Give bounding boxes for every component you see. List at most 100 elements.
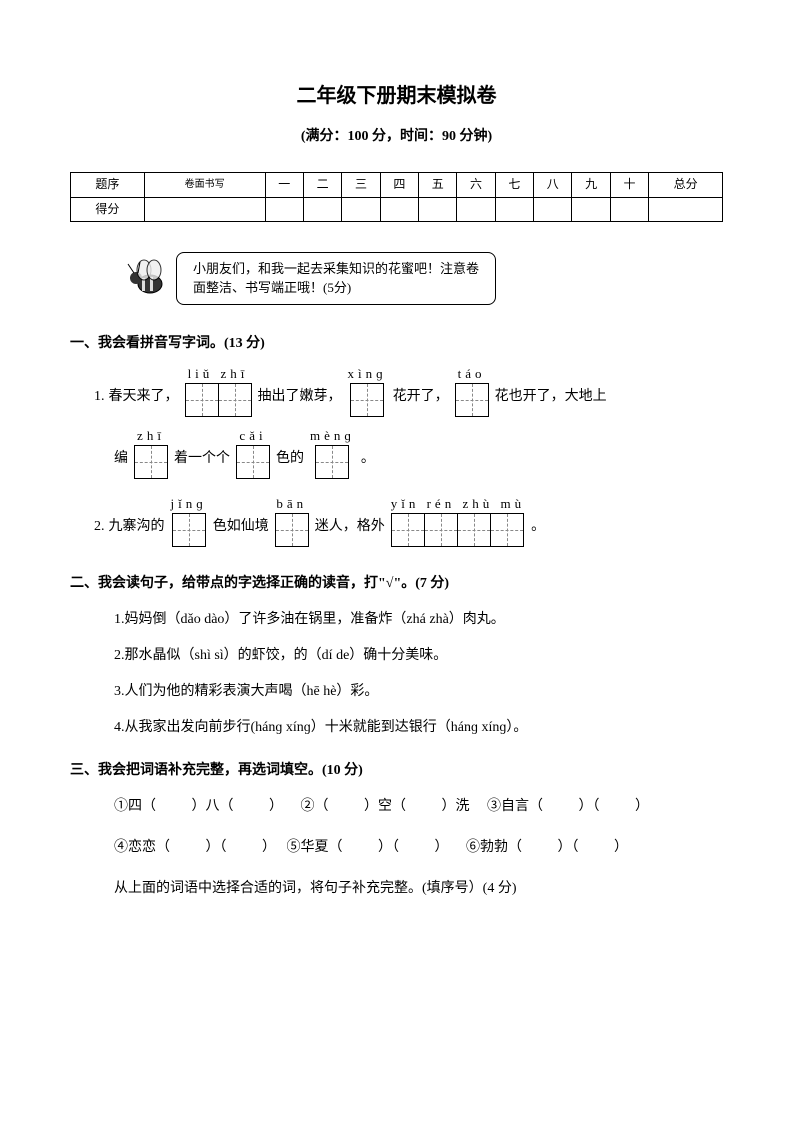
char-grid[interactable] xyxy=(134,445,168,479)
td[interactable] xyxy=(144,197,265,221)
char-grid[interactable] xyxy=(455,383,489,417)
td[interactable] xyxy=(534,197,572,221)
char-grid[interactable] xyxy=(391,513,524,547)
q-text: 花也开了，大地上 xyxy=(495,377,607,417)
fill-row-1: ①四（ ）八（ ） ②（ ）空（ ）洗 ③自言（ ）（ ） xyxy=(114,792,723,823)
question-2-line: 2. 九寨沟的 jǐnɡ 色如仙境 bān 迷人，格外 yǐn rén zhù … xyxy=(94,495,723,547)
td[interactable] xyxy=(495,197,533,221)
page-title: 二年级下册期末模拟卷 xyxy=(70,80,723,112)
td[interactable] xyxy=(342,197,380,221)
th: 二 xyxy=(303,173,341,197)
frag: ） xyxy=(635,799,649,814)
frag: ） xyxy=(435,840,449,855)
th: 八 xyxy=(534,173,572,197)
pinyin: táo xyxy=(458,365,486,383)
pinyin-cell: mènɡ xyxy=(310,427,355,479)
pinyin-cell: cǎi xyxy=(236,427,270,479)
bee-callout: 小朋友们，和我一起去采集知识的花蜜吧！注意卷 面整洁、书写端正哦！(5分) xyxy=(120,252,723,305)
th: 一 xyxy=(265,173,303,197)
page-subtitle: (满分：100 分，时间：90 分钟) xyxy=(70,126,723,148)
td: 得分 xyxy=(71,197,145,221)
th: 七 xyxy=(495,173,533,197)
q-text: 。 xyxy=(531,507,545,547)
q-text: 迷人，格外 xyxy=(315,507,385,547)
td[interactable] xyxy=(572,197,610,221)
frag: ）（ xyxy=(206,840,227,855)
th: 十 xyxy=(610,173,648,197)
section-3-head: 三、我会把词语补充完整，再选词填空。(10 分) xyxy=(70,760,723,782)
q-text: 抽出了嫩芽， xyxy=(258,377,342,417)
td[interactable] xyxy=(457,197,495,221)
th: 总分 xyxy=(649,173,723,197)
q-text: 花开了， xyxy=(393,377,449,417)
frag: ）（ xyxy=(579,799,600,814)
pinyin-cell: xìnɡ xyxy=(348,365,387,417)
q-number: 1. xyxy=(94,377,105,417)
question-1-line2: 编 zhī 着一个个 cǎi 色的 mènɡ 。 xyxy=(114,427,723,479)
q-text: 九寨沟的 xyxy=(109,507,165,547)
pinyin: zhī xyxy=(137,427,165,445)
table-row: 得分 xyxy=(71,197,723,221)
td[interactable] xyxy=(649,197,723,221)
frag: ）洗 xyxy=(442,799,470,814)
frag: ⑤华夏（ xyxy=(287,840,343,855)
pinyin-cell: táo xyxy=(455,365,489,417)
instruction-bubble: 小朋友们，和我一起去采集知识的花蜜吧！注意卷 面整洁、书写端正哦！(5分) xyxy=(176,252,496,305)
td[interactable] xyxy=(303,197,341,221)
q-text: 春天来了， xyxy=(109,377,179,417)
section-1-head: 一、我会看拼音写字词。(13 分) xyxy=(70,333,723,355)
frag: ⑥勃勃（ xyxy=(466,840,522,855)
q-text: 色的 xyxy=(276,439,304,479)
char-grid[interactable] xyxy=(236,445,270,479)
fill-tail: 从上面的词语中选择合适的词，将句子补充完整。(填序号）(4 分) xyxy=(114,874,723,905)
pinyin: jǐnɡ xyxy=(171,495,207,513)
sentence: 3.人们为他的精彩表演大声喝（hē hè）彩。 xyxy=(114,678,723,706)
frag: ） xyxy=(614,840,628,855)
pinyin-cell: zhī xyxy=(134,427,168,479)
char-grid[interactable] xyxy=(185,383,252,417)
sentence: 1.妈妈倒（dǎo dào）了许多油在锅里，准备炸（zhá zhà）肉丸。 xyxy=(114,606,723,634)
bee-icon xyxy=(120,256,168,300)
q-text: 色如仙境 xyxy=(213,507,269,547)
pinyin: mènɡ xyxy=(310,427,355,445)
th: 四 xyxy=(380,173,418,197)
char-grid[interactable] xyxy=(350,383,384,417)
th: 九 xyxy=(572,173,610,197)
score-table: 题序 卷面书写 一 二 三 四 五 六 七 八 九 十 总分 得分 xyxy=(70,172,723,221)
frag: ） xyxy=(262,840,276,855)
th: 三 xyxy=(342,173,380,197)
th: 五 xyxy=(419,173,457,197)
frag: ）（ xyxy=(558,840,579,855)
td[interactable] xyxy=(380,197,418,221)
pinyin-cell: jǐnɡ xyxy=(171,495,207,547)
q-text: 编 xyxy=(114,439,128,479)
fill-row-2: ④恋恋（ ）（ ） ⑤华夏（ ）（ ） ⑥勃勃（ ）（ ） xyxy=(114,833,723,864)
char-grid[interactable] xyxy=(275,513,309,547)
table-row: 题序 卷面书写 一 二 三 四 五 六 七 八 九 十 总分 xyxy=(71,173,723,197)
td[interactable] xyxy=(610,197,648,221)
pinyin: xìnɡ xyxy=(348,365,387,383)
pinyin-cell: liǔ zhī xyxy=(185,365,252,417)
frag: ①四（ xyxy=(114,799,156,814)
pinyin: bān xyxy=(276,495,307,513)
td[interactable] xyxy=(265,197,303,221)
pinyin-cell: yǐn rén zhù mù xyxy=(391,495,525,547)
pinyin: cǎi xyxy=(239,427,266,445)
q-number: 2. xyxy=(94,507,105,547)
char-grid[interactable] xyxy=(315,445,349,479)
pinyin: yǐn rén zhù mù xyxy=(391,495,525,513)
bubble-line: 面整洁、书写端正哦！(5分) xyxy=(193,278,479,298)
th: 题序 xyxy=(71,173,145,197)
q-text: 。 xyxy=(361,439,375,479)
frag: ）八（ xyxy=(192,799,234,814)
frag: ④恋恋（ xyxy=(114,840,170,855)
question-1-line1: 1. 春天来了， liǔ zhī 抽出了嫩芽， xìnɡ 花开了， táo 花也… xyxy=(94,365,723,417)
frag: ）空（ xyxy=(364,799,406,814)
td[interactable] xyxy=(419,197,457,221)
q-text: 着一个个 xyxy=(174,439,230,479)
frag: ） xyxy=(269,799,283,814)
char-grid[interactable] xyxy=(172,513,206,547)
sentence: 4.从我家出发向前步行(hánɡ xínɡ）十米就能到达银行（hánɡ xínɡ… xyxy=(114,714,723,742)
frag: ②（ xyxy=(301,799,329,814)
th: 六 xyxy=(457,173,495,197)
